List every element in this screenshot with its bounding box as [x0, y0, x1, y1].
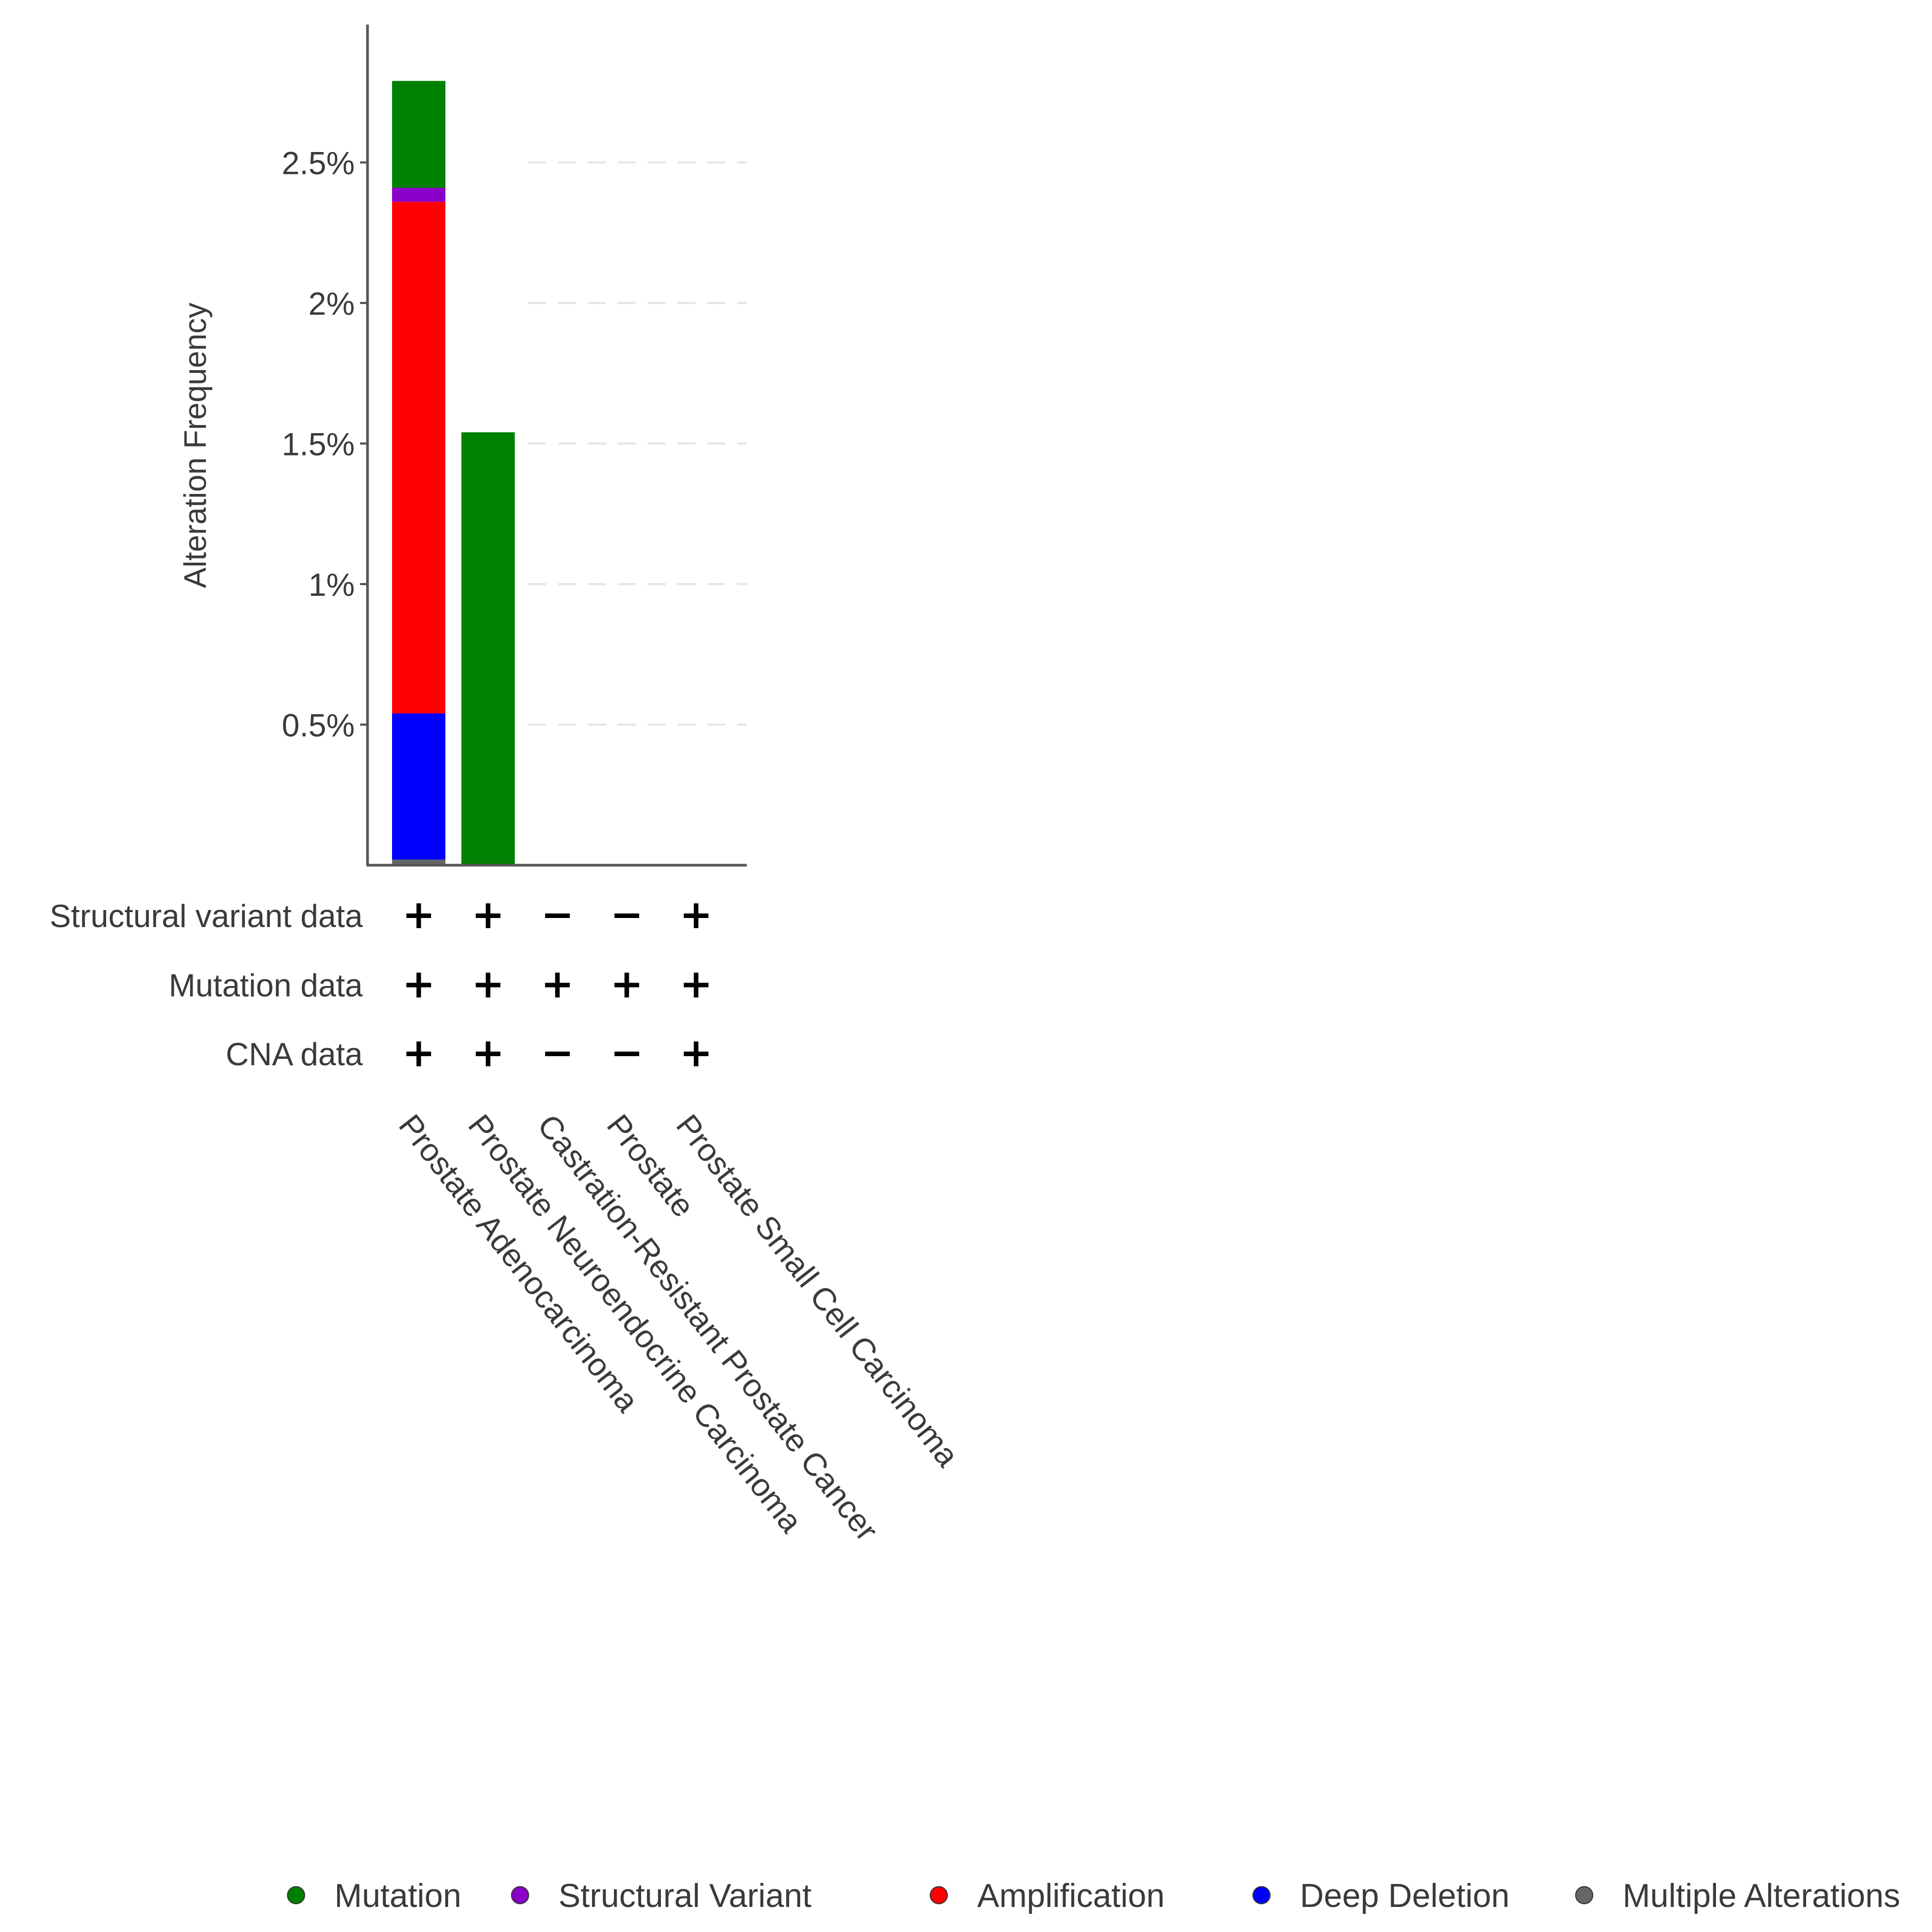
bar-mutation-prostate-neuroendocrine-carcinoma	[461, 432, 515, 865]
minus-icon: −	[541, 892, 574, 938]
minus-icon: −	[610, 892, 643, 938]
plus-icon: +	[680, 961, 713, 1007]
legend-label: Multiple Alterations	[1623, 1878, 1900, 1914]
bar-mutation-prostate-adenocarcinoma	[392, 81, 445, 188]
minus-icon: −	[610, 1030, 643, 1076]
y-tick-label: 2.5%	[282, 146, 355, 181]
availability-row-label: CNA data	[226, 1036, 363, 1072]
availability-row-label: Structural variant data	[50, 898, 363, 934]
plus-icon: +	[472, 961, 505, 1007]
legend-marker-mutation	[287, 1886, 305, 1904]
bar-deep-deletion-prostate-adenocarcinoma	[392, 713, 445, 860]
plus-icon: +	[402, 961, 435, 1007]
plus-icon: +	[402, 892, 435, 938]
y-tick-label: 0.5%	[282, 708, 355, 744]
legend-marker-multiple-alterations	[1575, 1886, 1593, 1904]
legend: Mutation Structural Variant Amplification D…	[287, 1878, 1900, 1914]
legend-marker-amplification	[930, 1886, 948, 1904]
y-axis-label: Alteration Frequency	[178, 302, 213, 588]
plus-icon: +	[402, 1030, 435, 1076]
plus-icon: +	[680, 892, 713, 938]
availability-row-label: Mutation data	[169, 968, 363, 1003]
legend-marker-structural-variant	[511, 1886, 529, 1904]
grid-lines	[528, 161, 747, 726]
y-tick-label: 1%	[308, 567, 355, 603]
legend-label: Mutation	[334, 1878, 461, 1914]
plus-icon: +	[541, 961, 574, 1007]
plus-icon: +	[472, 892, 505, 938]
bar-amplification-prostate-adenocarcinoma	[392, 202, 445, 714]
bar-structural-variant-prostate-adenocarcinoma	[392, 187, 445, 202]
y-tick-label: 1.5%	[282, 427, 355, 462]
plus-icon: +	[610, 961, 643, 1007]
bars	[392, 81, 515, 865]
legend-marker-deep-deletion	[1252, 1886, 1271, 1904]
plus-icon: +	[680, 1030, 713, 1076]
legend-label: Amplification	[977, 1878, 1164, 1914]
legend-label: Structural Variant	[558, 1878, 811, 1914]
minus-icon: −	[541, 1030, 574, 1076]
bar-multiple-alterations-prostate-adenocarcinoma	[392, 859, 445, 865]
y-tick-labels: 0.5% 1% 1.5% 2% 2.5%	[282, 146, 368, 744]
plus-icon: +	[472, 1030, 505, 1076]
y-tick-label: 2%	[308, 286, 355, 322]
data-availability-table: Structural variant data + + − − +Mutation dat…	[50, 892, 713, 1076]
legend-label: Deep Deletion	[1300, 1878, 1510, 1914]
